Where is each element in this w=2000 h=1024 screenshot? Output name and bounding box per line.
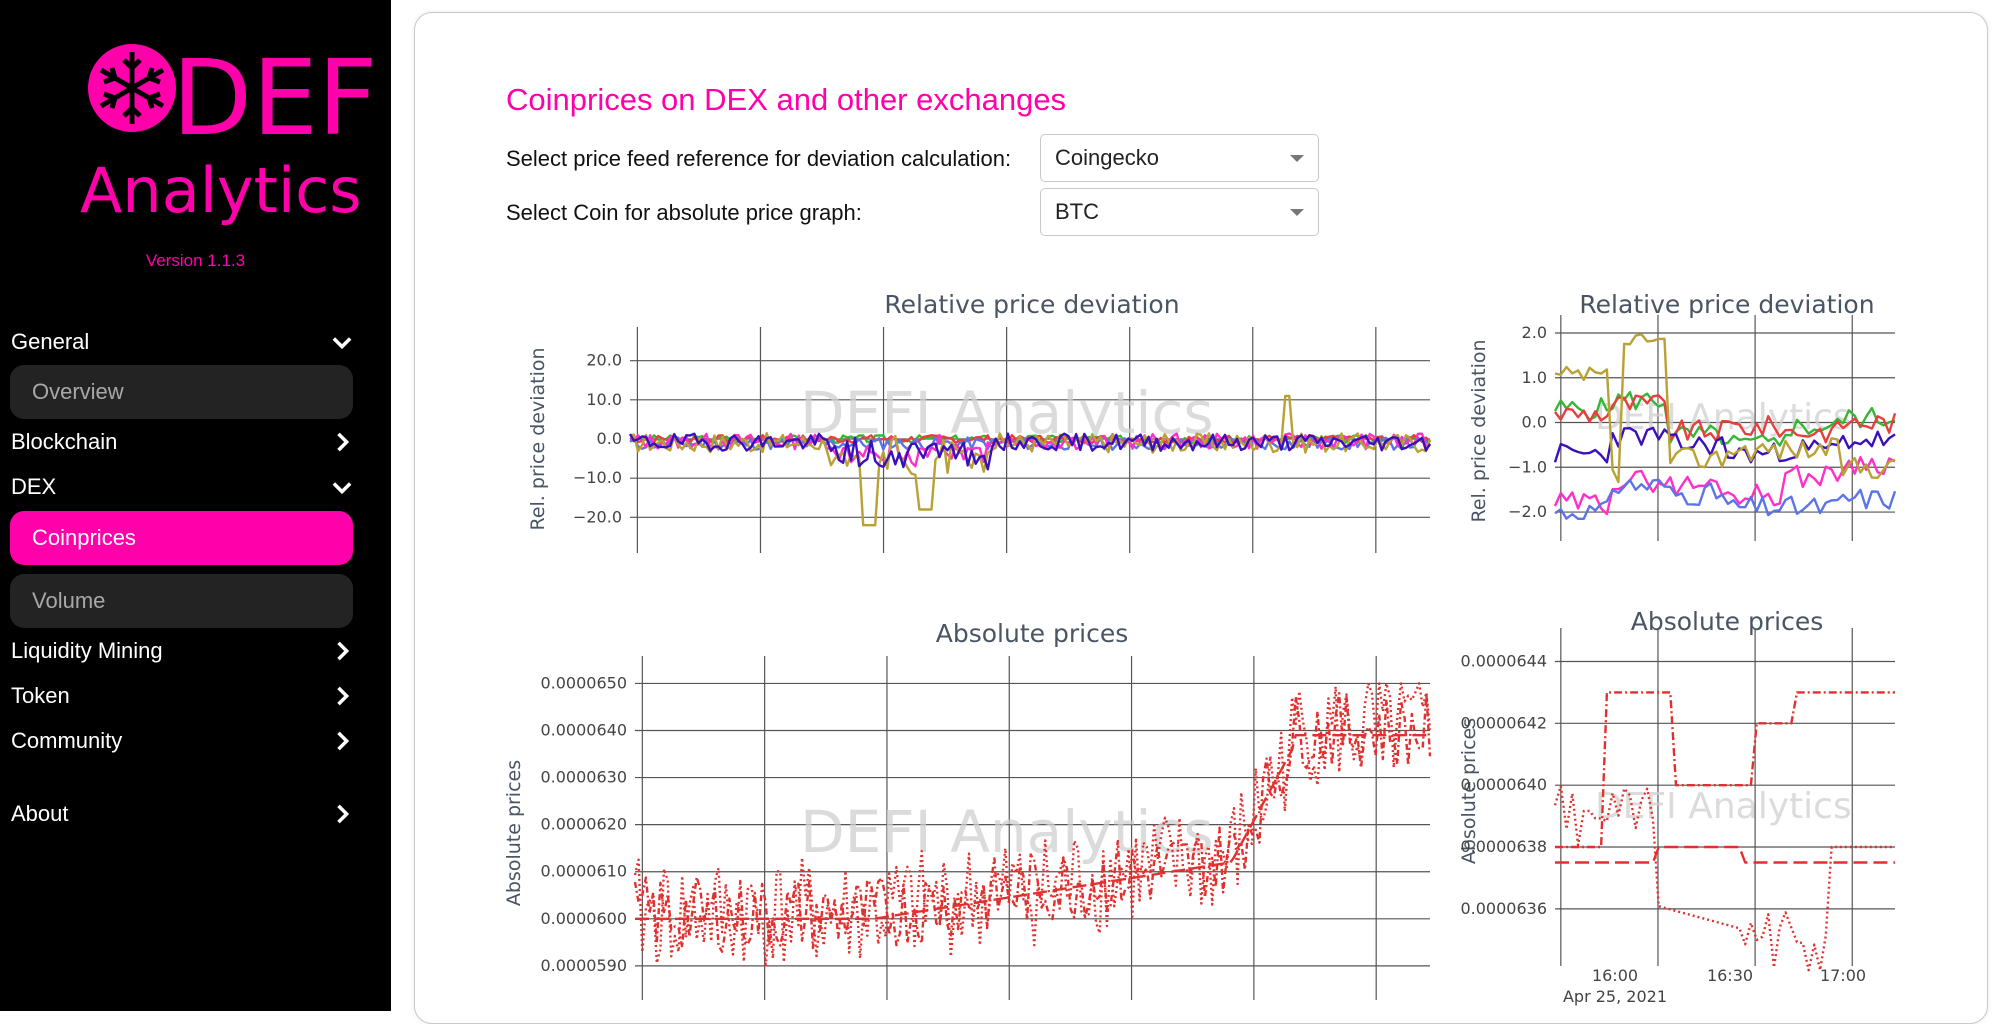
chevron-right-icon xyxy=(337,686,350,706)
absolute-prices-chart-zoom[interactable]: Absolute prices Absolute prices 0.0000644 0… xyxy=(1455,596,1905,1011)
absolute-prices-chart-main[interactable]: Absolute prices Absolute prices 0.0000650 0… xyxy=(500,618,1440,1011)
y-tick-label: 0.0000610 xyxy=(540,862,627,881)
nav-general-label: General xyxy=(11,329,90,354)
nav-about[interactable]: About xyxy=(11,794,356,834)
nav-about-label: About xyxy=(11,801,69,826)
y-tick-label: −10.0 xyxy=(573,468,622,487)
deviation-series-line xyxy=(1554,333,1896,484)
watermark: DEFI Analytics xyxy=(1595,786,1852,827)
y-axis-label: Absolute prices xyxy=(503,760,525,906)
y-tick-label: 0.0000650 xyxy=(540,673,627,692)
chart-title: Absolute prices xyxy=(1631,607,1823,636)
nav-community[interactable]: Community xyxy=(11,721,356,761)
y-tick-label: 0.0000640 xyxy=(540,720,627,739)
defi-analytics-logo[interactable]: DEFI Analytics xyxy=(80,26,380,226)
nav-token-label: Token xyxy=(11,683,70,708)
watermark: DEFI Analytics xyxy=(800,798,1214,866)
deviation-series-line xyxy=(629,433,1431,445)
y-tick-label: 20.0 xyxy=(586,351,622,370)
nav-volume[interactable]: Volume xyxy=(10,574,353,628)
coin-select-label: Select Coin for absolute price graph: xyxy=(506,200,862,225)
y-axis-label: Rel. price deviation xyxy=(527,347,549,530)
y-axis-label: Rel. price deviation xyxy=(1468,339,1490,522)
chevron-down-icon xyxy=(332,482,352,495)
nav-blockchain[interactable]: Blockchain xyxy=(11,422,356,462)
nav-blockchain-label: Blockchain xyxy=(11,429,118,454)
coin-select-value: BTC xyxy=(1055,199,1099,224)
snowflake-icon xyxy=(88,44,176,132)
relative-deviation-chart-zoom[interactable]: Relative price deviation Rel. price devia… xyxy=(1455,283,1905,545)
deviation-series-line xyxy=(629,394,1432,527)
nav-token[interactable]: Token xyxy=(11,676,356,716)
y-tick-label: 0.0000636 xyxy=(1460,899,1547,918)
nav-general[interactable]: General xyxy=(11,322,356,362)
chart-title: Relative price deviation xyxy=(884,290,1179,319)
y-tick-label: 0.0000600 xyxy=(540,909,627,928)
version-label: Version 1.1.3 xyxy=(145,251,246,270)
reference-select-label: Select price feed reference for deviatio… xyxy=(506,146,1012,171)
y-tick-label: 10.0 xyxy=(586,390,622,409)
logo-defi-text: DEFI xyxy=(172,37,380,159)
page-title: Coinprices on DEX and other exchanges xyxy=(506,82,1067,117)
absolute-price-series-line xyxy=(635,733,1430,920)
nav-overview[interactable]: Overview xyxy=(10,365,353,419)
deviation-series-line xyxy=(1553,455,1896,516)
y-tick-label: 0.0000642 xyxy=(1460,713,1547,732)
y-tick-label: 0.0 xyxy=(1522,413,1547,432)
absolute-price-series-line xyxy=(1555,691,1895,849)
nav-liquidity-mining-label: Liquidity Mining xyxy=(11,638,163,663)
y-tick-label: 0.0000620 xyxy=(540,815,627,834)
caret-down-icon xyxy=(1290,155,1304,162)
y-tick-label: −20.0 xyxy=(573,507,622,526)
coin-select[interactable]: BTC xyxy=(1040,188,1319,236)
y-tick-label: −1.0 xyxy=(1508,457,1547,476)
y-tick-label: 0.0000644 xyxy=(1460,651,1547,670)
x-tick-label: 17:00 xyxy=(1820,966,1866,985)
deviation-series-line xyxy=(1554,394,1897,444)
chart-title: Absolute prices xyxy=(936,619,1128,648)
relative-deviation-chart-main[interactable]: Relative price deviation Rel. price devia… xyxy=(500,283,1440,568)
caret-down-icon xyxy=(1290,209,1304,216)
absolute-price-series-line xyxy=(1555,845,1895,864)
nav-coinprices-label: Coinprices xyxy=(32,525,136,550)
chevron-right-icon xyxy=(337,641,350,661)
deviation-series-line xyxy=(628,432,1432,471)
chevron-right-icon xyxy=(337,432,350,452)
sidebar: DEFI Analytics Version 1.1.3 General Ove… xyxy=(0,0,391,1011)
nav-dex[interactable]: DEX xyxy=(11,467,356,507)
chevron-down-icon xyxy=(332,337,352,350)
y-tick-label: −2.0 xyxy=(1508,502,1547,521)
y-tick-label: 0.0000638 xyxy=(1460,837,1547,856)
absolute-price-series-line xyxy=(633,691,1432,953)
y-tick-label: 0.0000590 xyxy=(540,956,627,975)
logo-analytics-text: Analytics xyxy=(80,154,362,226)
y-tick-label: 1.0 xyxy=(1522,368,1547,387)
nav-dex-label: DEX xyxy=(11,474,57,499)
nav-liquidity-mining[interactable]: Liquidity Mining xyxy=(11,631,356,671)
deviation-series-line xyxy=(1554,478,1897,521)
nav-overview-label: Overview xyxy=(32,379,124,404)
chevron-right-icon xyxy=(337,731,350,751)
y-tick-label: 2.0 xyxy=(1522,323,1547,342)
y-tick-label: 0.0000630 xyxy=(540,768,627,787)
x-date-label: Apr 25, 2021 xyxy=(1563,987,1667,1006)
x-tick-label: 16:30 xyxy=(1707,966,1753,985)
nav-volume-label: Volume xyxy=(32,588,106,613)
chart-title: Relative price deviation xyxy=(1579,290,1874,319)
y-tick-label: 0.0000640 xyxy=(1460,775,1547,794)
chevron-right-icon xyxy=(337,804,350,824)
y-tick-label: 0.0 xyxy=(597,429,622,448)
x-tick-label: 16:00 xyxy=(1592,966,1638,985)
nav-community-label: Community xyxy=(11,728,123,753)
reference-select[interactable]: Coingecko xyxy=(1040,134,1319,182)
reference-select-value: Coingecko xyxy=(1055,145,1159,170)
nav-coinprices[interactable]: Coinprices xyxy=(10,511,353,565)
y-axis-label: Absolute prices xyxy=(1458,718,1480,864)
